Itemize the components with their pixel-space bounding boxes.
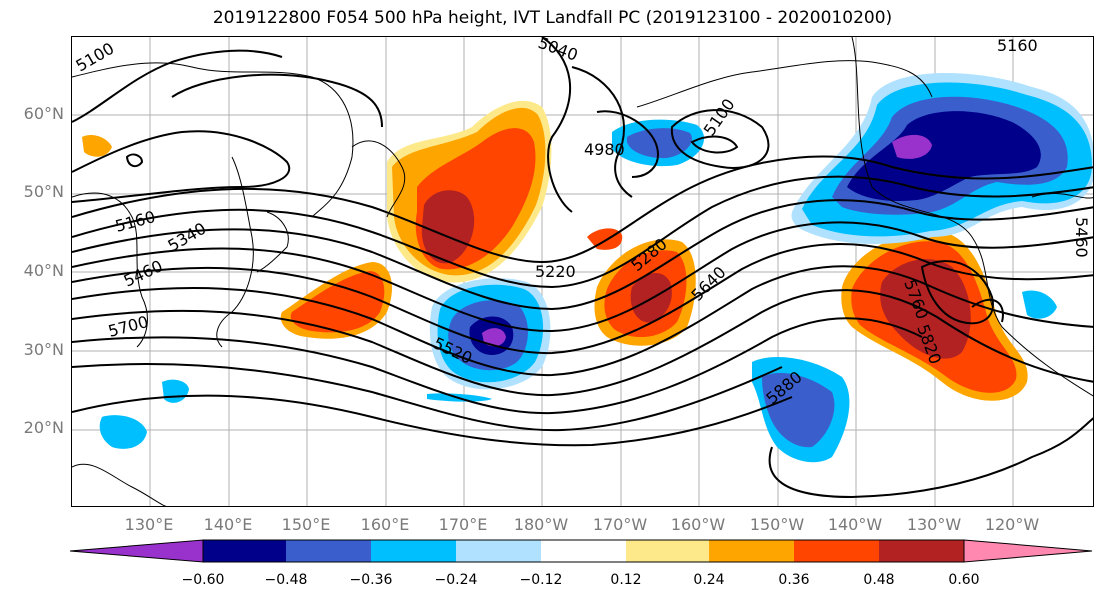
colorbar-tick: 0.36 [778,572,810,588]
contour-label: 5220 [535,262,576,281]
colorbar-tick: 0.48 [863,572,895,588]
lat-label: 20°N [23,418,64,437]
lat-label: 50°N [23,182,64,201]
lat-label: 40°N [23,261,64,280]
colorbar-tick: 0.12 [610,572,642,588]
colorbar-tick: −0.24 [434,572,478,588]
map-title: 2019122800 F054 500 hPa height, IVT Land… [212,8,893,28]
lat-label: 60°N [23,104,64,123]
lon-label: 130°E [124,515,174,534]
map-panel: 5100 5040 5160 5160 5340 5460 5700 4980 … [71,36,1094,507]
colorbar [69,539,1093,563]
contour-label: 5160 [997,37,1038,55]
lon-label: 150°E [281,515,331,534]
lon-label: 120°W [984,515,1040,534]
colorbar-tick: −0.48 [264,572,308,588]
lon-label: 170°E [438,515,488,534]
lon-label: 160°W [670,515,726,534]
ivt-negative-shading [99,73,1093,463]
contour-label: 5460 [121,256,166,290]
ivt-positive-shading [82,100,1028,401]
contour-label: 4980 [584,140,625,159]
map-canvas: 5100 5040 5160 5160 5340 5460 5700 4980 … [72,37,1093,506]
lon-label: 160°E [360,515,410,534]
colorbar-tick: −0.12 [519,572,563,588]
lon-label: 140°E [203,515,253,534]
height-contours [72,37,1093,499]
colorbar-tick: −0.36 [349,572,393,588]
contour-label: 5100 [73,39,118,76]
lon-label: 180°W [513,515,569,534]
lon-label: 130°W [906,515,962,534]
coastlines [72,37,1093,506]
contour-label: 5160 [113,207,157,236]
contour-label: 5460 [1072,217,1091,258]
lon-label: 140°W [827,515,883,534]
colorbar-tick: −0.60 [181,572,225,588]
lon-label: 170°W [592,515,648,534]
colorbar-tick: 0.60 [948,572,980,588]
lon-label: 150°W [749,515,805,534]
colorbar-tick: 0.24 [693,572,725,588]
contour-label: 5100 [700,95,739,139]
lat-label: 30°N [23,340,64,359]
